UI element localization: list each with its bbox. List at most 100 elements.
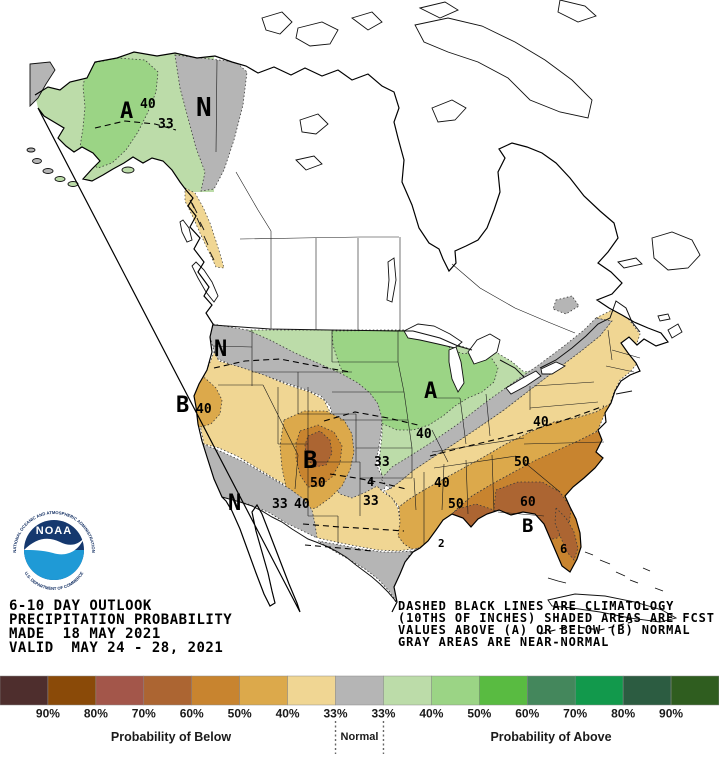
forecast-shading	[35, 52, 641, 603]
label-alaska-33: 33	[158, 117, 174, 132]
haida-gwaii	[179, 219, 193, 243]
coastlines	[34, 51, 669, 613]
colorbar-seg-5	[191, 675, 240, 706]
label-colorado-50: 50	[310, 476, 326, 491]
colorbar-seg-7	[287, 675, 336, 706]
colorbar-label-10: 50%	[467, 707, 491, 721]
lake-erie	[505, 370, 542, 395]
colorbar-label-14: 90%	[659, 707, 683, 721]
great-bear-lake	[299, 113, 329, 135]
noaa-bird-icon	[24, 538, 84, 555]
caption-normal: Normal	[341, 731, 379, 743]
label-florida-6: 6	[560, 542, 567, 556]
colorbar-seg-9	[383, 675, 432, 706]
colorbar-labels: 90% 80% 70% 60% 50% 40% 33% 33% 40% 50% …	[36, 707, 683, 721]
lake-huron	[467, 333, 501, 365]
anticosti-island	[617, 257, 643, 269]
victoria-island	[295, 21, 339, 47]
colorbar-label-3: 70%	[132, 707, 156, 721]
label-newmexico-33: 33	[272, 497, 288, 512]
colorbar-seg-3	[95, 675, 145, 706]
colorbar-seg-12	[527, 675, 576, 706]
cape-breton	[667, 323, 683, 339]
label-midwest-above: A	[424, 379, 437, 404]
colorbar-seg-10	[431, 675, 480, 706]
label-yukon-normal: N	[196, 93, 212, 123]
long-island	[615, 390, 633, 395]
title-line-1: 6-10 DAY OUTLOOK	[9, 598, 152, 614]
newfoundland	[651, 231, 701, 271]
colorbar-label-4: 60%	[180, 707, 204, 721]
prince-edward-island	[657, 313, 671, 322]
legend-line-3: VALUES ABOVE (A) OR BELOW (B) NORMAL	[398, 623, 691, 637]
florida-keys	[547, 577, 567, 584]
label-mississippi-50: 50	[448, 497, 464, 512]
colorbar-label-1: 90%	[36, 707, 60, 721]
chukotka-gray	[29, 61, 56, 108]
colorbar-seg-11	[479, 675, 528, 706]
colorbar-seg-8	[335, 675, 384, 706]
aleutian-3	[42, 168, 54, 174]
climatology-dashed-lines	[94, 120, 633, 635]
label-texas-2: 2	[438, 537, 445, 550]
arctic-island-2	[557, 0, 597, 23]
label-alaska-above: A	[120, 99, 133, 124]
alaska-panhandle-strip	[184, 187, 225, 269]
cuba	[547, 593, 678, 623]
colorbar-label-11: 60%	[515, 707, 539, 721]
colorbar	[0, 675, 719, 706]
label-georgia-60: 60	[520, 495, 536, 510]
label-colorado-below: B	[303, 446, 317, 474]
label-texas-33: 33	[363, 494, 379, 509]
colorbar-seg-6	[239, 675, 288, 706]
islands	[26, 0, 701, 623]
lake-ontario	[540, 361, 566, 375]
devon-island	[418, 1, 459, 19]
colorbar-label-5: 50%	[228, 707, 252, 721]
colorbar-seg-4	[143, 675, 192, 706]
legend-block: DASHED BLACK LINES ARE CLIMATOLOGY (10TH…	[398, 599, 714, 649]
banks-island	[261, 11, 293, 35]
title-line-4: VALID MAY 24 - 28, 2021	[9, 640, 223, 656]
colorbar-label-12: 70%	[563, 707, 587, 721]
noaa-acronym: NOAA	[36, 525, 72, 537]
title-block: 6-10 DAY OUTLOOK PRECIPITATION PROBABILI…	[9, 598, 232, 656]
colorbar-seg-1	[0, 675, 49, 706]
colorbar-label-8: 33%	[371, 707, 395, 721]
colorbar-seg-15	[670, 675, 719, 706]
aleutian-5	[26, 147, 36, 153]
label-alaska-40: 40	[140, 97, 156, 112]
colorbar-label-7: 33%	[324, 707, 348, 721]
caption-above: Probability of Above	[490, 730, 611, 744]
colorbar-label-13: 80%	[611, 707, 635, 721]
kodiak-island	[121, 166, 135, 174]
arctic-island-1	[351, 11, 383, 31]
legend-line-1: DASHED BLACK LINES ARE CLIMATOLOGY	[398, 599, 674, 613]
colorbar-label-6: 40%	[276, 707, 300, 721]
label-california-below: B	[176, 393, 189, 418]
label-texas-4: 4	[367, 475, 374, 489]
title-line-3: MADE 18 MAY 2021	[9, 626, 161, 642]
label-arkansas-40: 40	[434, 476, 450, 491]
colorbar-seg-14	[622, 675, 672, 706]
label-virginia-40: 40	[533, 415, 549, 430]
title-line-2: PRECIPITATION PROBABILITY	[9, 612, 232, 628]
colorbar-label-2: 80%	[84, 707, 108, 721]
label-midwest-40: 40	[416, 427, 432, 442]
colorbar-seg-13	[574, 675, 624, 706]
aleutian-2	[54, 176, 66, 182]
lake-michigan	[448, 346, 465, 393]
baffin-island	[414, 17, 593, 119]
label-southwest-normal: N	[228, 491, 241, 516]
label-newmexico-40: 40	[294, 497, 310, 512]
southampton-island	[431, 99, 467, 123]
lake-winnipeg	[386, 257, 397, 303]
label-southeast-below: B	[522, 515, 533, 537]
state-borders	[212, 59, 641, 544]
us-canada-border	[212, 300, 641, 378]
bahamas	[584, 551, 664, 592]
label-kansas-33: 33	[374, 455, 390, 470]
legend-line-4: GRAY AREAS ARE NEAR-NORMAL	[398, 635, 609, 649]
